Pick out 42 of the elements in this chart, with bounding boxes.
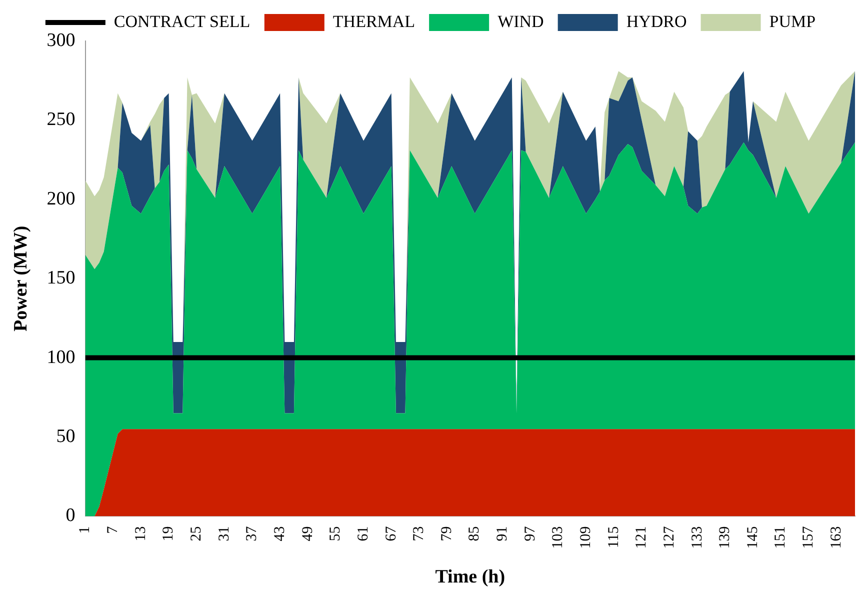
- x-tick-label: 157: [800, 526, 817, 549]
- y-tick-label: 100: [46, 346, 76, 368]
- y-axis-title: Power (MW): [10, 226, 32, 332]
- y-tick-label: 50: [56, 426, 76, 447]
- legend-label: WIND: [498, 12, 544, 31]
- x-tick-label: 37: [244, 526, 260, 542]
- x-tick-label: 115: [606, 526, 622, 548]
- y-tick-label: 0: [66, 505, 76, 526]
- x-tick-label: 151: [772, 526, 789, 549]
- x-tick-label: 145: [744, 526, 761, 549]
- x-tick-label: 49: [300, 526, 316, 542]
- x-tick-label: 163: [828, 526, 844, 549]
- x-tick-label: 79: [438, 526, 455, 542]
- x-tick-label: 139: [717, 526, 734, 549]
- y-tick-label: 250: [46, 109, 76, 130]
- legend-label: PUMP: [769, 12, 816, 31]
- y-tick-label: 300: [46, 30, 76, 51]
- x-tick-label: 97: [522, 526, 538, 542]
- x-tick-label: 25: [188, 526, 205, 542]
- x-tick-label: 1: [77, 526, 94, 534]
- x-tick-label: 55: [328, 526, 344, 542]
- x-tick-label: 133: [689, 526, 706, 549]
- x-tick-label: 31: [216, 526, 232, 542]
- legend-label: CONTRACT SELL: [114, 12, 250, 31]
- legend-label: THERMAL: [332, 12, 416, 31]
- x-tick-label: 103: [550, 526, 566, 549]
- x-tick-label: 19: [160, 526, 177, 542]
- x-tick-label: 85: [466, 526, 483, 542]
- x-tick-label: 109: [578, 526, 594, 549]
- y-tick-label: 200: [46, 188, 76, 210]
- x-tick-label: 127: [661, 526, 678, 549]
- x-tick-label: 61: [355, 526, 372, 542]
- y-tick-label: 150: [46, 268, 76, 289]
- x-tick-label: 121: [634, 526, 650, 549]
- x-tick-label: 67: [383, 526, 400, 542]
- x-axis-title: Time (h): [435, 566, 506, 588]
- legend-label: HYDRO: [626, 12, 687, 31]
- x-tick-label: 43: [272, 526, 288, 542]
- x-tick-label: 7: [105, 526, 122, 534]
- x-tick-label: 91: [494, 526, 511, 542]
- x-tick-label: 13: [132, 526, 149, 542]
- x-tick-label: 73: [411, 526, 428, 542]
